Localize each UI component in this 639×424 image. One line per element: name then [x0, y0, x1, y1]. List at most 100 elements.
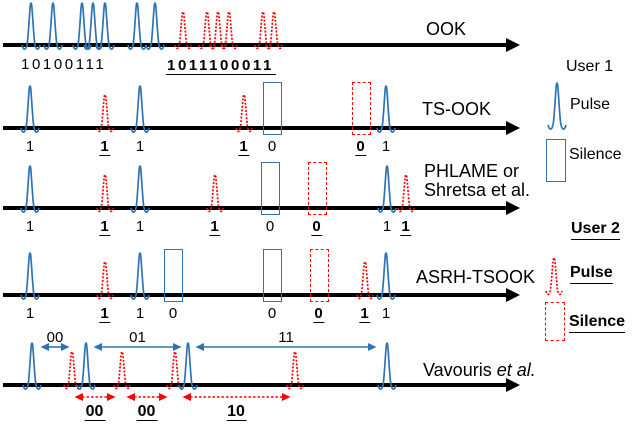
timeline-axis-ts-ook: [3, 126, 506, 130]
user1-pulse-icon: [547, 80, 567, 132]
timeline-axis-asrh-tsook: [3, 293, 506, 297]
timeline-arrowhead-ts-ook: [506, 121, 520, 135]
bit-label-user1: 1: [25, 218, 35, 235]
pulse-user1: [145, 0, 165, 52]
pulse-user1: [83, 0, 103, 52]
bit-label-user1: 0: [265, 218, 275, 235]
bit-label-user2: 1: [99, 138, 111, 156]
pulse-user1: [377, 340, 397, 392]
symbol-span-arrow-user2: [74, 391, 116, 403]
row-label-ook: OOK: [426, 19, 467, 39]
symbol-span-arrow-user1: [195, 341, 377, 353]
pulse-user2: [95, 163, 115, 215]
bit-label-user2: 1: [238, 138, 250, 156]
legend-user2-pulse-label: Pulse: [570, 264, 613, 284]
legend-user1-title: User 1: [566, 58, 614, 75]
bitstring-user1: 10100111: [21, 56, 107, 73]
silence-user1: [163, 249, 183, 302]
bit-label-user2: 1: [99, 218, 111, 236]
timeline-arrowhead-asrh-tsook: [506, 288, 520, 302]
bit-label-user1: 1: [135, 138, 145, 155]
pulse-user1: [377, 163, 397, 215]
symbol-span-arrow-user2: [126, 391, 168, 403]
pulse-user1: [376, 250, 396, 302]
bit-label-user1: 0: [267, 138, 277, 155]
symbol-span-label-user2: 00: [84, 403, 106, 421]
timeline-axis-phlame-or-shretsa-et-al: [3, 206, 506, 210]
bit-label-user2: 0: [311, 218, 323, 236]
symbol-span-arrow-user1: [93, 341, 182, 353]
row-label-vavouris-et-al: Vavouris et al.: [423, 360, 536, 380]
pulse-user1: [130, 83, 150, 135]
pulse-user1: [178, 340, 198, 392]
row-label-ts-ook: TS-OOK: [422, 99, 492, 119]
pulse-user1: [76, 340, 96, 392]
bit-label-user2: 1: [209, 218, 221, 236]
bit-label-user1: 1: [25, 305, 35, 322]
legend-user1-silence-label: Silence: [569, 146, 622, 163]
pulse-user1: [20, 250, 40, 302]
pulse-user2: [234, 83, 254, 135]
symbol-span-label-user1: 01: [129, 329, 146, 346]
pulse-user2: [264, 0, 284, 52]
pulse-user2: [205, 163, 225, 215]
pulse-user1: [20, 83, 40, 135]
bit-label-user1: 1: [381, 138, 391, 155]
pulse-user1: [95, 0, 115, 52]
bit-label-user2: 0: [313, 305, 325, 323]
user2-pulse-icon: [544, 246, 564, 298]
timeline-arrowhead-vavouris-et-al: [506, 378, 520, 392]
pulse-user1: [376, 83, 396, 135]
symbol-span-label-user2: 00: [136, 403, 158, 421]
bit-label-user1: 1: [135, 218, 145, 235]
pulse-user2: [173, 0, 193, 52]
silence-user1: [260, 162, 280, 215]
pulse-user2: [219, 0, 239, 52]
pulse-user1: [22, 340, 42, 392]
user1-silence-icon: [546, 139, 566, 182]
silence-user2: [351, 82, 371, 135]
bit-label-user1: 1: [135, 305, 145, 322]
silence-user2: [309, 249, 329, 302]
pulse-user2: [62, 340, 82, 392]
legend-user1-pulse-label: Pulse: [570, 96, 611, 113]
bit-label-user2: 0: [355, 138, 367, 156]
row-label-phlame-or-shretsa-et-al: PHLAME or Shretsa et al.: [424, 161, 531, 200]
bit-label-user2: 1: [400, 218, 412, 236]
symbol-span-label-user1: 00: [46, 329, 64, 346]
timeline-arrowhead-ook: [506, 38, 520, 52]
symbol-span-label-user1: 11: [278, 329, 294, 346]
user2-silence-icon: [545, 302, 565, 341]
pulse-user2: [355, 250, 375, 302]
bit-label-user2: 1: [99, 305, 111, 323]
timeline-arrowhead-phlame-or-shretsa-et-al: [506, 201, 520, 215]
timeline-axis-vavouris-et-al: [3, 383, 506, 387]
bit-label-user1: 0: [267, 305, 277, 322]
bit-label-user1: 1: [25, 138, 35, 155]
symbol-span-arrow-user2: [182, 391, 291, 403]
pulse-user2: [95, 83, 115, 135]
pulse-user1: [130, 163, 150, 215]
symbol-span-arrow-user1: [40, 341, 70, 353]
symbol-span-label-user2: 10: [226, 403, 247, 421]
legend-user2-title: User 2: [571, 220, 620, 240]
pulse-user1: [21, 0, 41, 52]
silence-user1: [262, 82, 282, 135]
bitstring-user2: 1011100011: [166, 57, 276, 75]
pulse-user1: [20, 163, 40, 215]
bit-label-user1: 0: [168, 305, 178, 322]
pulse-user2: [112, 340, 132, 392]
timeline-axis-ook: [3, 43, 506, 47]
bit-label-user1: 1: [381, 305, 391, 322]
silence-user2: [307, 162, 327, 215]
pulse-user1: [43, 0, 63, 52]
pulse-user1: [130, 250, 150, 302]
bit-label-user1: 1: [382, 218, 392, 235]
pulse-user1: [72, 0, 92, 52]
legend-user2-silence-label: Silence: [569, 313, 626, 333]
pulse-user2: [396, 163, 416, 215]
silence-user1: [262, 249, 282, 302]
bit-label-user2: 1: [359, 305, 371, 323]
row-label-asrh-tsook: ASRH-TSOOK: [416, 267, 536, 287]
